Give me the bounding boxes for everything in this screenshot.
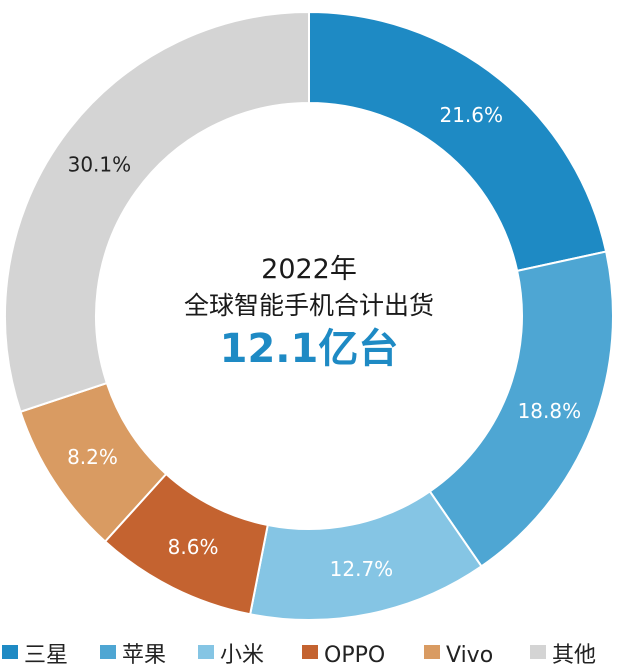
legend-swatch-3 (198, 645, 214, 659)
legend-label-5: Vivo (446, 643, 493, 668)
legend-swatch-2 (100, 645, 116, 659)
legend-label-6: 其他 (552, 643, 596, 668)
legend-label-3: 小米 (220, 643, 264, 668)
slice-label-4: 8.6% (168, 535, 219, 559)
legend-label-2: 苹果 (122, 643, 166, 668)
slice-label-1: 21.6% (439, 103, 503, 127)
slice-label-6: 30.1% (68, 153, 132, 177)
legend-label-4: OPPO (324, 643, 385, 668)
slice-label-5: 8.2% (67, 445, 118, 469)
center-text: 2022年 全球智能手机合计出货 12.1亿台 (184, 254, 434, 372)
donut-slices (4, 10, 614, 621)
center-subtitle: 全球智能手机合计出货 (184, 291, 434, 320)
slice-value-labels: 21.6% 18.8% 12.7% 8.6% 8.2% 30.1% (67, 103, 581, 581)
legend-swatch-1 (2, 645, 18, 659)
legend-label-1: 三星 (24, 643, 68, 668)
legend-swatch-5 (424, 645, 440, 659)
legend: 三星 苹果 小米 OPPO Vivo 其他 (2, 643, 596, 668)
center-year: 2022年 (261, 254, 357, 285)
legend-swatch-6 (530, 645, 546, 659)
slice-label-2: 18.8% (518, 399, 582, 423)
legend-swatch-4 (302, 645, 318, 659)
center-total: 12.1亿台 (220, 326, 399, 372)
slice-1 (308, 10, 608, 273)
slice-label-3: 12.7% (330, 557, 394, 581)
slice-6 (4, 10, 310, 414)
